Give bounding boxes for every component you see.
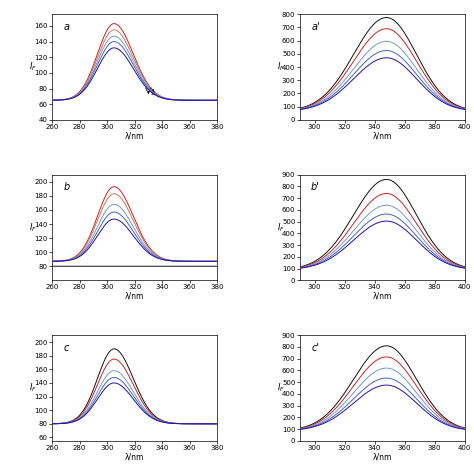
- Y-axis label: $I_F$: $I_F$: [276, 382, 284, 394]
- Y-axis label: $I_F$: $I_F$: [276, 221, 284, 234]
- Text: c': c': [311, 343, 319, 353]
- X-axis label: λ/nm: λ/nm: [373, 452, 392, 461]
- Y-axis label: $I_F$: $I_F$: [29, 221, 37, 234]
- Text: 5: 5: [150, 91, 155, 96]
- X-axis label: λ/nm: λ/nm: [373, 292, 392, 301]
- Text: b: b: [64, 182, 70, 192]
- X-axis label: λ/nm: λ/nm: [125, 131, 144, 140]
- Text: c: c: [64, 343, 69, 353]
- X-axis label: λ/nm: λ/nm: [373, 131, 392, 140]
- Text: a: a: [64, 22, 70, 32]
- Y-axis label: $I_F$: $I_F$: [276, 61, 284, 73]
- Text: a': a': [311, 22, 320, 32]
- Text: 1: 1: [150, 89, 155, 95]
- X-axis label: λ/nm: λ/nm: [125, 292, 144, 301]
- Y-axis label: $I_F$: $I_F$: [29, 382, 37, 394]
- Y-axis label: $I_F$: $I_F$: [29, 61, 37, 73]
- X-axis label: λ/nm: λ/nm: [125, 452, 144, 461]
- Text: b': b': [311, 182, 320, 192]
